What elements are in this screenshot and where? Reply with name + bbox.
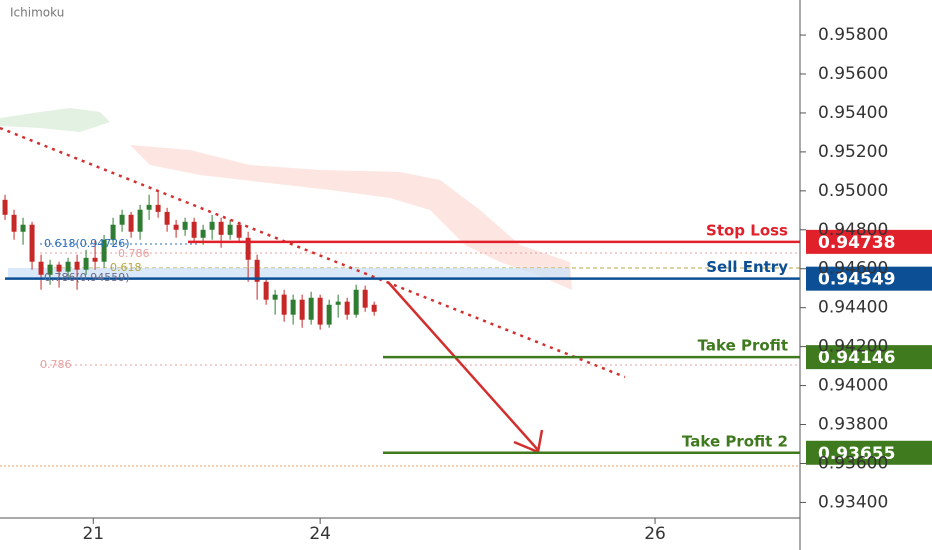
candle-body — [200, 229, 206, 238]
price-tag — [806, 345, 932, 370]
y-tick-label: 0.93600 — [818, 453, 888, 473]
candle-body — [191, 221, 197, 238]
candle-body — [20, 224, 26, 232]
y-tick-label: 0.95000 — [818, 181, 888, 201]
y-tick-label: 0.94000 — [818, 376, 888, 396]
candle-body — [38, 261, 44, 275]
price-tag — [806, 229, 932, 254]
candle-body — [254, 259, 260, 282]
candle-body — [281, 294, 287, 315]
candle-body — [353, 289, 359, 315]
candle-body — [128, 214, 134, 232]
level-label: Take Profit 2 — [682, 432, 788, 450]
candle-body — [2, 199, 8, 215]
candle-body — [245, 237, 251, 260]
price-tag-label: 0.94146 — [818, 348, 895, 368]
candle-body — [227, 224, 233, 235]
price-tag-label: 0.93655 — [818, 444, 895, 464]
level-label: Stop Loss — [706, 221, 788, 239]
candle-body — [65, 261, 71, 272]
y-tick-label: 0.94400 — [818, 298, 888, 318]
candle-body — [272, 294, 278, 300]
candle-body — [101, 239, 107, 262]
level-label: Sell Entry — [706, 258, 788, 276]
candle-body — [119, 214, 125, 225]
candle-body — [263, 281, 269, 300]
price-tag-label: 0.94738 — [818, 233, 895, 253]
candle-body — [155, 204, 161, 212]
candle-body — [371, 304, 377, 312]
y-tick-label: 0.94200 — [818, 337, 888, 357]
price-tag — [806, 266, 932, 291]
candle-body — [56, 264, 62, 272]
y-tick-label: 0.94800 — [818, 220, 888, 240]
x-tick-label: 21 — [82, 524, 104, 544]
price-tag-label: 0.94549 — [818, 270, 895, 290]
level-label: Take Profit — [698, 337, 788, 355]
candle-body — [47, 264, 53, 275]
candle-body — [308, 297, 314, 320]
y-tick-label: 0.95200 — [818, 142, 888, 162]
arrow — [387, 281, 539, 451]
cloud-red — [130, 145, 572, 290]
candle-body — [209, 221, 215, 230]
x-tick-label: 24 — [309, 524, 331, 544]
fib-label: 0.786 — [118, 247, 150, 260]
candle-body — [164, 211, 170, 225]
y-tick-label: 0.94600 — [818, 259, 888, 279]
y-tick-label: 0.95800 — [818, 25, 888, 45]
candle-body — [362, 289, 368, 308]
entry-zone — [8, 268, 570, 278]
candle-body — [83, 257, 89, 270]
candle-body — [146, 204, 152, 210]
y-tick-label: 0.95600 — [818, 64, 888, 84]
candle-body — [335, 301, 341, 305]
candle-body — [92, 257, 98, 262]
fib-label: 0.786 — [40, 358, 72, 371]
chart-title: Ichimoku — [10, 6, 64, 20]
x-tick-label: 26 — [644, 524, 666, 544]
y-tick-label: 0.93400 — [818, 492, 888, 512]
fib-label: 0.618 — [110, 261, 142, 274]
candle-body — [218, 221, 224, 235]
price-tag — [806, 440, 932, 465]
cloud-green — [0, 108, 110, 132]
trend-line — [0, 126, 626, 379]
fib-label: 0.786(0.94559) — [44, 271, 130, 284]
y-tick-label: 0.93800 — [818, 415, 888, 435]
candle-body — [137, 209, 143, 232]
candle-body — [290, 299, 296, 315]
candle-body — [182, 221, 188, 230]
candle-body — [317, 297, 323, 325]
candle-body — [29, 224, 35, 262]
candle-body — [236, 224, 242, 238]
candle-body — [110, 224, 116, 240]
candle-body — [326, 304, 332, 325]
candle-body — [299, 299, 305, 320]
fib-label: 0.618(0.94726) — [44, 237, 130, 250]
candle-body — [74, 261, 80, 270]
candle-body — [173, 224, 179, 230]
y-tick-label: 0.95400 — [818, 103, 888, 123]
candle-body — [344, 301, 350, 315]
candle-body — [11, 214, 17, 232]
